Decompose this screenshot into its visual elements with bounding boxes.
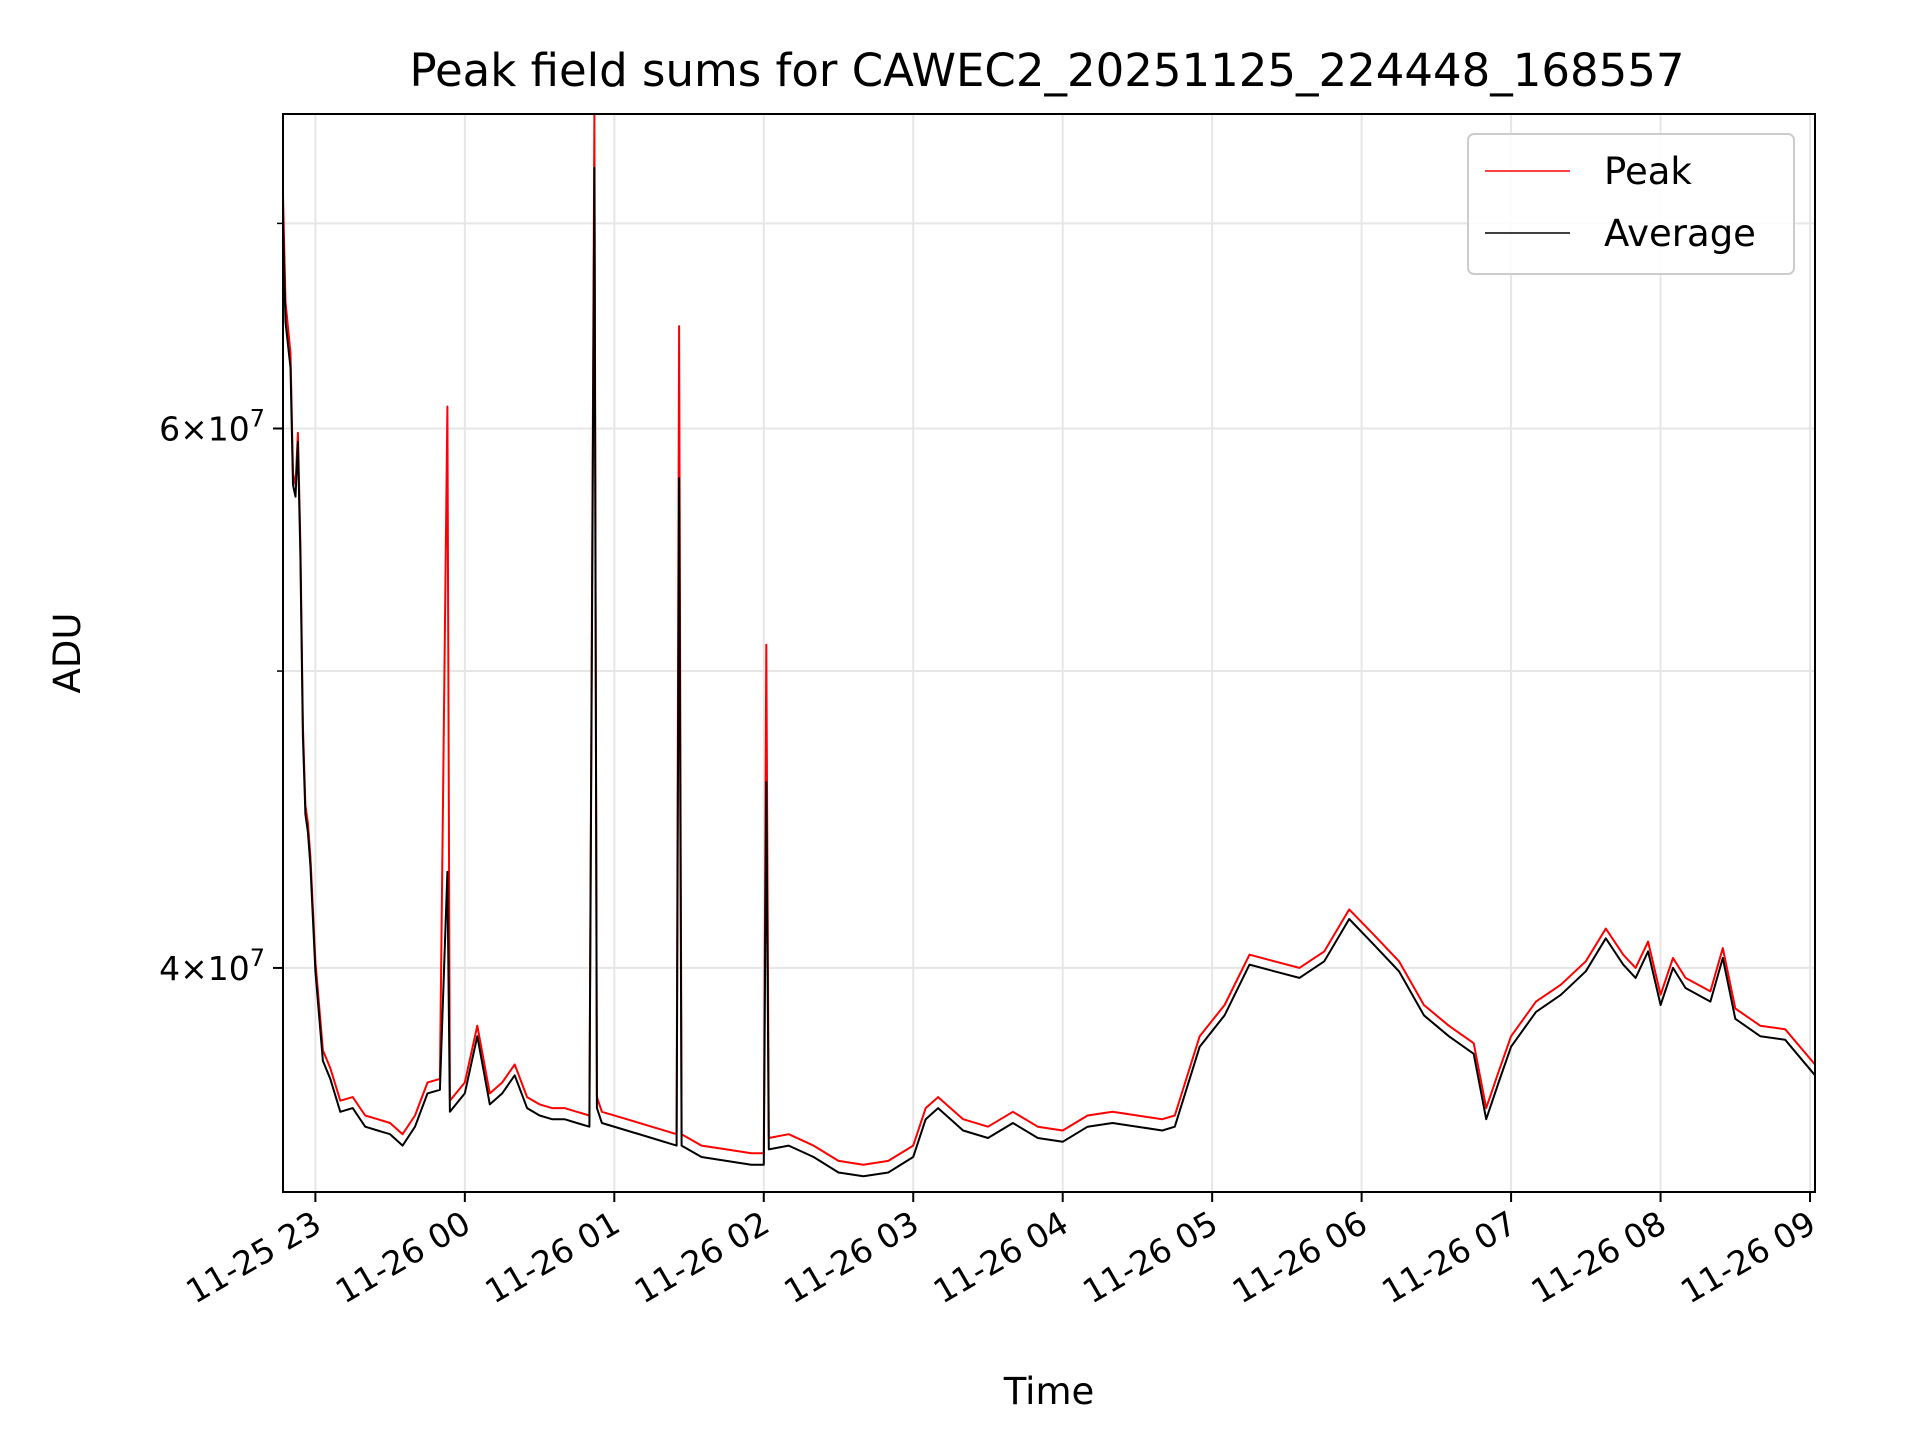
y-tick-label: 4×107: [159, 944, 265, 988]
y-tick-label: 6×107: [159, 404, 265, 448]
grid: [283, 114, 1815, 1192]
legend-label-peak: Peak: [1604, 150, 1692, 193]
y-axis-title: ADU: [46, 613, 89, 694]
legend: Peak Average: [1467, 133, 1795, 275]
series-lines: [282, 113, 1816, 1178]
x-axis-title: Time: [1003, 1370, 1095, 1413]
legend-label-average: Average: [1604, 212, 1756, 255]
series-line-average: [282, 166, 1816, 1178]
chart-title: Peak field sums for CAWEC2_20251125_2244…: [409, 44, 1684, 97]
legend-box: [1467, 133, 1795, 275]
plot-frame: [282, 113, 1816, 1193]
